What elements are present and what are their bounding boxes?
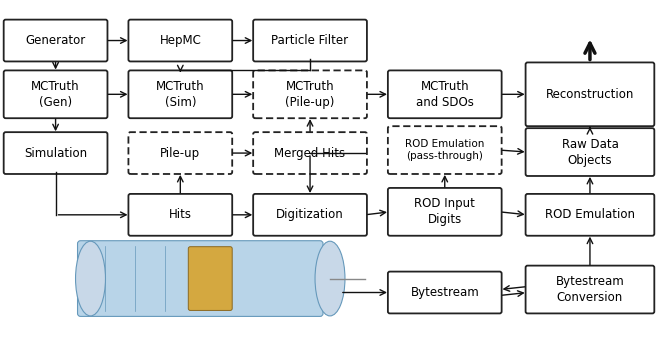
FancyBboxPatch shape bbox=[253, 70, 367, 118]
Text: Simulation: Simulation bbox=[24, 147, 87, 160]
FancyBboxPatch shape bbox=[525, 128, 654, 176]
Text: HepMC: HepMC bbox=[159, 34, 201, 47]
FancyBboxPatch shape bbox=[388, 188, 502, 236]
Text: Merged Hits: Merged Hits bbox=[275, 147, 346, 160]
FancyBboxPatch shape bbox=[525, 194, 654, 236]
FancyBboxPatch shape bbox=[525, 266, 654, 313]
FancyBboxPatch shape bbox=[188, 247, 232, 311]
Text: MCTruth
(Pile-up): MCTruth (Pile-up) bbox=[285, 80, 335, 109]
Text: MCTruth
(Sim): MCTruth (Sim) bbox=[156, 80, 205, 109]
FancyBboxPatch shape bbox=[4, 70, 108, 118]
Text: Reconstruction: Reconstruction bbox=[546, 88, 634, 101]
FancyBboxPatch shape bbox=[77, 241, 323, 316]
FancyBboxPatch shape bbox=[388, 272, 502, 313]
Ellipse shape bbox=[75, 241, 106, 316]
FancyBboxPatch shape bbox=[253, 19, 367, 62]
FancyBboxPatch shape bbox=[129, 132, 232, 174]
Text: MCTruth
(Gen): MCTruth (Gen) bbox=[31, 80, 80, 109]
FancyBboxPatch shape bbox=[4, 19, 108, 62]
Text: Pile-up: Pile-up bbox=[160, 147, 201, 160]
Text: Bytestream
Conversion: Bytestream Conversion bbox=[556, 275, 624, 304]
FancyBboxPatch shape bbox=[388, 70, 502, 118]
Ellipse shape bbox=[315, 241, 345, 316]
FancyBboxPatch shape bbox=[129, 19, 232, 62]
FancyBboxPatch shape bbox=[4, 132, 108, 174]
Text: Digitization: Digitization bbox=[276, 208, 344, 221]
FancyBboxPatch shape bbox=[525, 63, 654, 126]
FancyBboxPatch shape bbox=[388, 126, 502, 174]
FancyBboxPatch shape bbox=[253, 132, 367, 174]
Text: Particle Filter: Particle Filter bbox=[271, 34, 348, 47]
Text: Hits: Hits bbox=[169, 208, 192, 221]
Text: ROD Emulation
(pass-through): ROD Emulation (pass-through) bbox=[405, 139, 484, 161]
FancyBboxPatch shape bbox=[129, 194, 232, 236]
Text: Bytestream: Bytestream bbox=[411, 286, 479, 299]
Text: MCTruth
and SDOs: MCTruth and SDOs bbox=[416, 80, 474, 109]
Text: ROD Emulation: ROD Emulation bbox=[545, 208, 635, 221]
Text: Raw Data
Objects: Raw Data Objects bbox=[562, 137, 618, 167]
Text: ROD Input
Digits: ROD Input Digits bbox=[414, 197, 475, 226]
FancyBboxPatch shape bbox=[253, 194, 367, 236]
Text: Generator: Generator bbox=[26, 34, 86, 47]
FancyBboxPatch shape bbox=[129, 70, 232, 118]
